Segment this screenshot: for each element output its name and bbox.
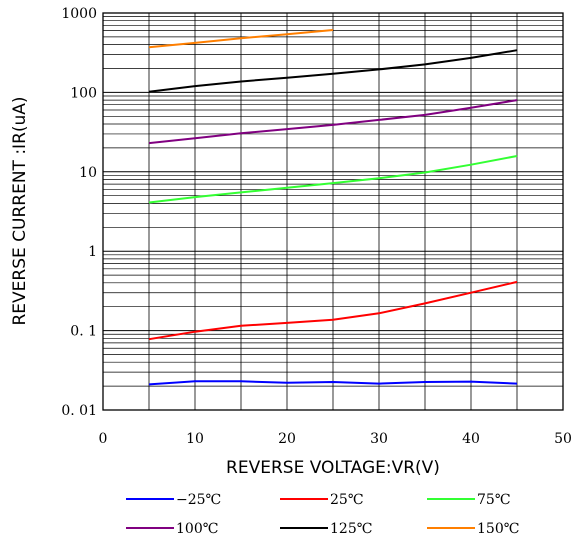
y-axis-label: REVERSE CURRENT :IR(uA) [10,96,30,325]
y-tick-label: 0. 1 [70,324,97,340]
x-tick-label: 0 [99,431,108,447]
grid [103,13,563,411]
y-tick-label: 1000 [61,6,97,22]
x-tick-label: 10 [186,431,204,447]
y-tick-label: 10 [79,165,97,181]
x-tick-label: 40 [462,431,480,447]
x-axis-label: REVERSE VOLTAGE:VR(V) [226,458,440,478]
series-line [148,29,334,49]
x-tick-label: 30 [370,431,388,447]
legend-label: 75℃ [477,492,510,508]
x-tick-label: 20 [278,431,296,447]
y-tick-label: 100 [70,85,97,101]
y-tick-label: 1 [88,244,97,260]
plot-frame [102,12,564,411]
legend-label: 25℃ [330,492,363,508]
series-line [148,380,518,386]
legend-label: 150℃ [477,521,519,537]
legend-label: 100℃ [176,521,218,537]
series-line [148,49,518,93]
x-tick-label: 50 [554,431,572,447]
series-line [148,99,518,145]
series-line [148,280,518,341]
legend-label: 125℃ [330,521,372,537]
legend-label: −25℃ [176,492,221,508]
legend: −25℃ 25℃ 75℃ 100℃ 125℃ 150℃ [126,492,519,537]
tick-labels: 0. 01 0. 1 1 10 100 1000 0 10 20 30 40 50 [61,6,572,447]
series-lines [148,29,518,386]
series-line [148,155,518,204]
y-tick-label: 0. 01 [61,403,97,419]
